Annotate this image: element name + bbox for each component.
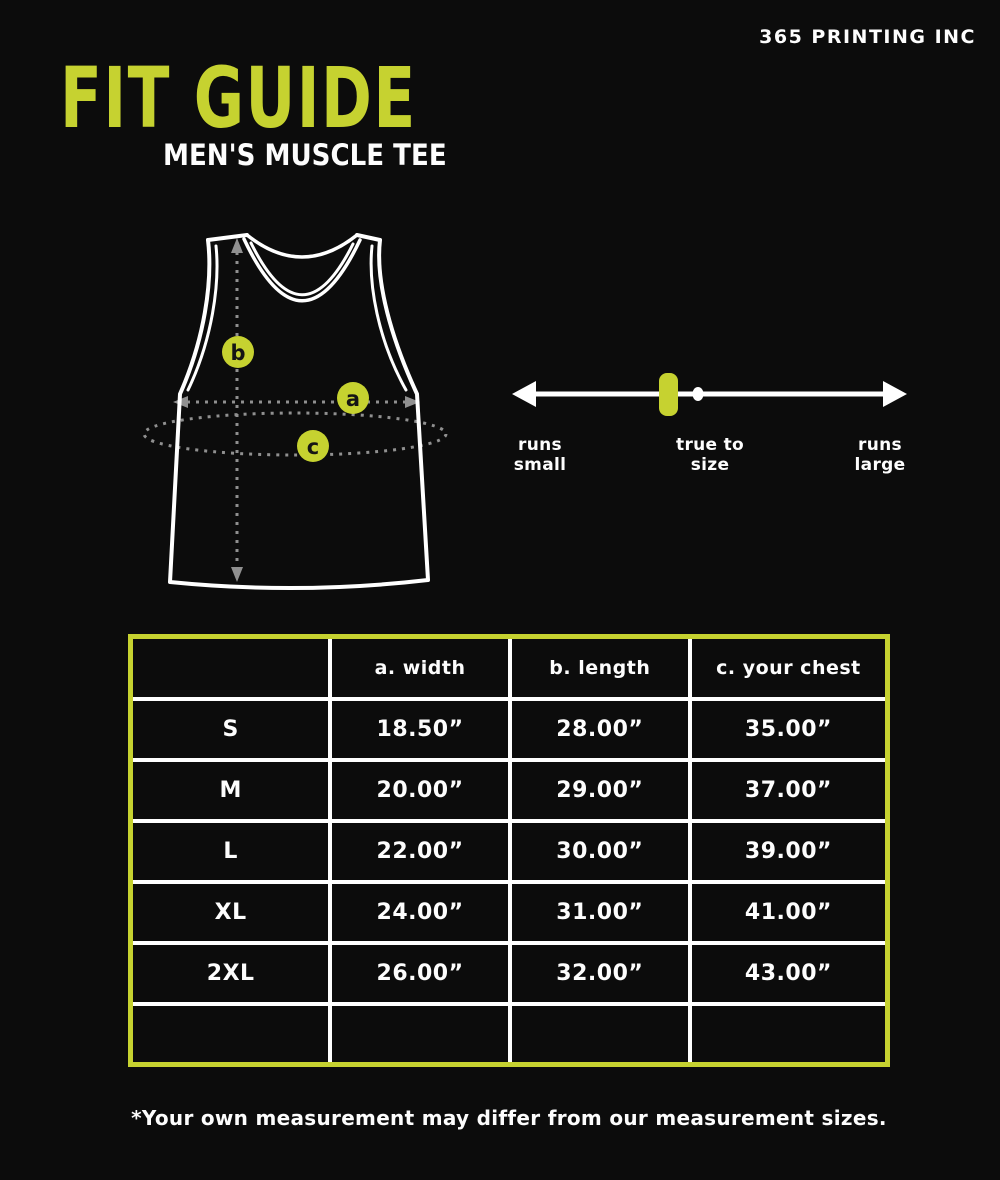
- marker-a-label: a: [346, 387, 360, 411]
- size-table: a. width b. length c. your chest S 18.50…: [128, 634, 890, 1067]
- scale-label-true-to-size: true to size: [650, 435, 770, 476]
- scale-label-line: runs: [858, 435, 902, 455]
- value-cell: [328, 1001, 512, 1067]
- table-row-l: L 22.00” 30.00” 39.00”: [128, 818, 890, 884]
- scale-label-line: size: [690, 455, 730, 476]
- value-cell: 32.00”: [507, 940, 692, 1006]
- page-title: FIT GUIDE: [60, 49, 417, 147]
- size-cell: S: [128, 696, 333, 762]
- measurement-dashes: [142, 252, 448, 568]
- scale-label-line: true to: [676, 435, 744, 455]
- header-cell-chest: c. your chest: [687, 634, 890, 701]
- size-cell: [128, 1001, 333, 1067]
- right-armhole-seam: [369, 244, 408, 392]
- size-cell: M: [128, 757, 333, 823]
- right-strap-top: [355, 233, 382, 242]
- left-armhole-seam: [186, 244, 219, 392]
- scale-arrow-right-icon: [883, 381, 907, 407]
- arrow-right-icon: [405, 396, 420, 408]
- chest-dash-ellipse: [142, 411, 448, 457]
- scale-arrow-left-icon: [512, 381, 536, 407]
- value-cell: 29.00”: [507, 757, 692, 823]
- tee-body-path: [168, 238, 430, 591]
- fit-scale: runs small true to size runs large: [500, 365, 920, 475]
- table-row-s: S 18.50” 28.00” 35.00”: [128, 696, 890, 762]
- marker-b: b: [222, 336, 254, 368]
- value-cell: 43.00”: [687, 940, 890, 1006]
- arrow-down-icon: [231, 567, 243, 582]
- size-cell: XL: [128, 879, 333, 945]
- fit-scale-svg: [512, 373, 907, 416]
- value-cell: 22.00”: [328, 818, 512, 884]
- marker-a-circle: [337, 382, 369, 414]
- arrow-up-icon: [231, 238, 243, 253]
- header-cell-empty: [128, 634, 333, 701]
- neck-arc-outer: [245, 233, 359, 259]
- scale-label-line: runs: [518, 435, 562, 455]
- marker-c-label: c: [307, 435, 319, 459]
- table-row-xl: XL 24.00” 31.00” 41.00”: [128, 879, 890, 945]
- size-table-header-row: a. width b. length c. your chest: [128, 634, 890, 701]
- marker-c-circle: [297, 430, 329, 462]
- scale-label-runs-large: runs large: [842, 435, 918, 476]
- muscle-tee-outline-svg: b a c: [142, 233, 448, 591]
- scale-label-line: large: [854, 455, 906, 476]
- value-cell: 35.00”: [687, 696, 890, 762]
- brand-name: 365 PRINTING INC: [759, 26, 976, 48]
- collar-arc-bottom: [242, 237, 362, 303]
- value-cell: 20.00”: [328, 757, 512, 823]
- value-cell: 30.00”: [507, 818, 692, 884]
- value-cell: 31.00”: [507, 879, 692, 945]
- table-row-2xl: 2XL 26.00” 32.00” 43.00”: [128, 940, 890, 1006]
- value-cell: 41.00”: [687, 879, 890, 945]
- scale-label-runs-small: runs small: [502, 435, 578, 476]
- marker-a: a: [337, 382, 369, 414]
- left-strap-top: [206, 233, 249, 242]
- table-row-m: M 20.00” 29.00” 37.00”: [128, 757, 890, 823]
- measurement-disclaimer: *Your own measurement may differ from ou…: [131, 1106, 887, 1130]
- value-cell: 37.00”: [687, 757, 890, 823]
- value-cell: [687, 1001, 890, 1067]
- scale-marker: [659, 373, 678, 416]
- size-cell: L: [128, 818, 333, 884]
- value-cell: 39.00”: [687, 818, 890, 884]
- marker-b-circle: [222, 336, 254, 368]
- page-subtitle: MEN'S MUSCLE TEE: [163, 138, 447, 172]
- header-cell-width: a. width: [328, 634, 512, 701]
- marker-b-label: b: [230, 341, 245, 365]
- scale-label-line: small: [513, 455, 567, 476]
- scale-dot: [692, 387, 704, 401]
- marker-c: c: [297, 430, 329, 462]
- value-cell: 26.00”: [328, 940, 512, 1006]
- table-row-empty: [128, 1001, 890, 1067]
- collar-arc-inner: [249, 241, 355, 297]
- value-cell: [507, 1001, 692, 1067]
- header-cell-length: b. length: [507, 634, 692, 701]
- value-cell: 18.50”: [328, 696, 512, 762]
- tee-outline: [168, 233, 430, 591]
- value-cell: 24.00”: [328, 879, 512, 945]
- muscle-tee-diagram: b a c: [140, 222, 460, 594]
- size-cell: 2XL: [128, 940, 333, 1006]
- value-cell: 28.00”: [507, 696, 692, 762]
